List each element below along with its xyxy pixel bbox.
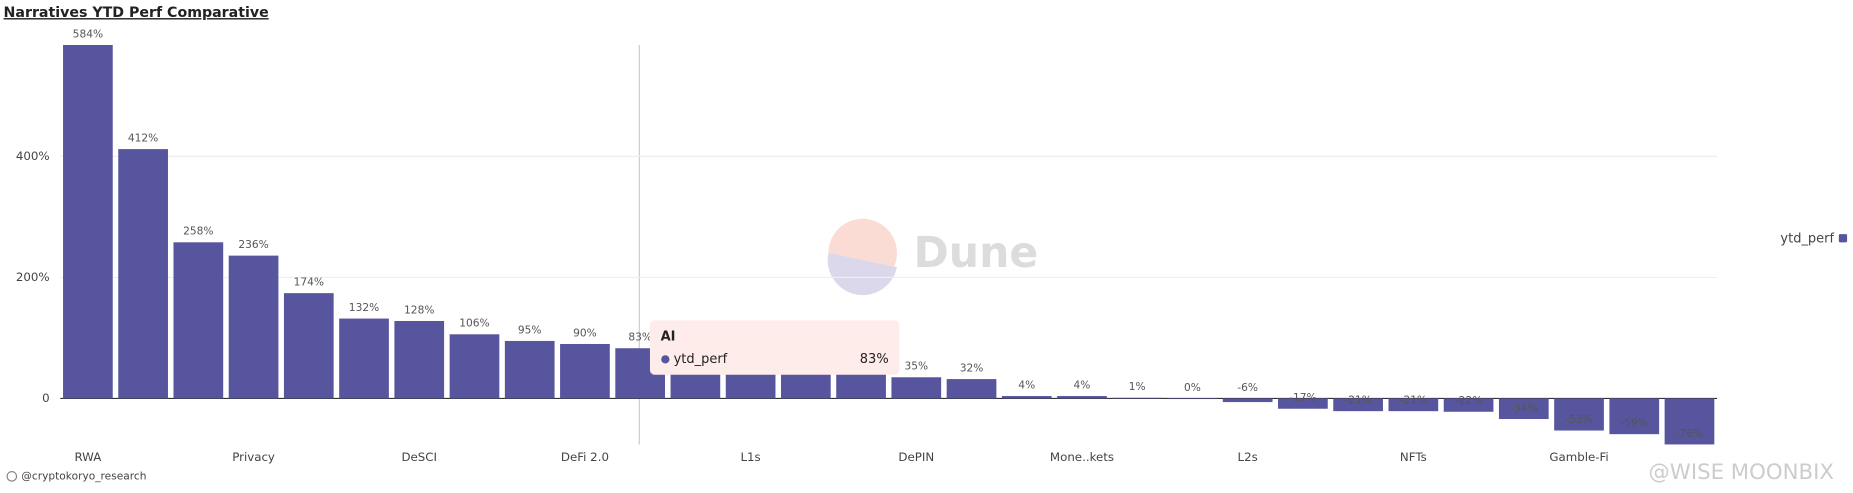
tooltip: AI ytd_perf 83% [649,320,900,375]
value-label: -6% [1237,381,1258,394]
value-label: 584% [73,27,103,40]
bar [118,149,168,399]
value-label: -53% [1565,413,1592,426]
value-label: -17% [1289,391,1316,404]
y-tick-label: 400% [16,149,50,163]
x-tick-label: RWA [74,450,101,464]
x-tick-label: NFTs [1400,450,1427,464]
watermark-text: Dune [914,229,1039,278]
value-label: 132% [349,301,379,314]
bar [1167,398,1218,400]
value-label: 35% [904,360,928,373]
value-label: 95% [518,323,542,336]
bar [1112,397,1163,399]
value-label: -59% [1621,417,1648,430]
x-tick-label: Gamble-Fi [1549,450,1608,464]
tooltip-value: 83% [860,352,889,367]
x-tick-label: Privacy [232,450,275,464]
value-label: -22% [1455,394,1482,407]
bar [1222,398,1273,403]
value-label: -76% [1676,427,1703,440]
bar [1498,398,1549,420]
x-tick-label: Mone..kets [1050,450,1114,464]
credit-icon [6,471,18,482]
bar [339,318,389,399]
value-label: -21% [1344,394,1371,407]
x-tick-label: L1s [740,450,760,464]
y-tick-label: 0 [42,391,50,405]
y-tick-label: 200% [16,270,50,284]
x-tick-label: DeFi 2.0 [561,450,609,464]
tooltip-series: ytd_perf [674,352,728,367]
tooltip-title: AI [661,329,676,344]
bar [173,242,224,399]
value-label: 236% [238,238,268,251]
value-label: 90% [573,326,597,339]
legend-swatch[interactable] [1838,234,1848,243]
value-label: 83% [628,331,652,344]
value-label: 4% [1018,378,1035,391]
bar [1609,398,1660,435]
value-label: -21% [1400,394,1427,407]
legend-label[interactable]: ytd_perf [1780,231,1834,246]
x-tick-label: DePIN [898,450,934,464]
value-label: -34% [1510,401,1537,414]
bar [560,343,610,399]
x-tick-label: L2s [1238,450,1258,464]
credit: @cryptokoryo_research [21,469,146,482]
value-label: 0% [1184,381,1201,394]
bar [1664,398,1715,445]
bar [1443,398,1494,412]
bar [836,374,886,399]
value-label: 4% [1074,378,1091,391]
bar [228,255,279,399]
bar [1554,398,1604,431]
overlay-watermark: @WISE MOONBIX [1649,460,1834,485]
value-label: 174% [294,276,324,289]
value-label: 412% [128,131,158,144]
value-label: 128% [404,303,434,316]
x-tick-label: DeSCI [401,450,437,464]
bar [891,377,942,399]
bar [1001,396,1052,399]
dune-watermark: Dune [827,218,1039,296]
chart-title[interactable]: Narratives YTD Perf Comparative [4,5,269,21]
bar [449,334,500,399]
bar [946,379,997,399]
bar [1333,398,1383,412]
bar [1278,398,1328,409]
value-label: 1% [1129,380,1146,393]
bar [63,45,113,399]
tooltip-box [649,320,900,375]
bar [1057,396,1107,399]
bar [394,320,445,399]
bar [283,293,334,399]
value-label: 106% [459,317,489,330]
value-label: 32% [960,361,984,374]
value-label: 258% [183,225,213,238]
bar [1388,398,1439,412]
bar [504,340,555,399]
tooltip-swatch [661,355,670,364]
